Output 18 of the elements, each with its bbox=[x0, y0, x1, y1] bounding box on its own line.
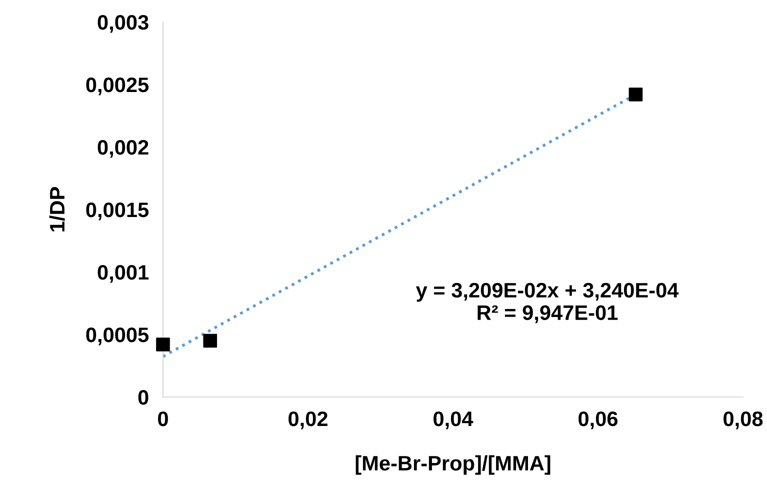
x-tick-label: 0,04 bbox=[434, 411, 474, 430]
y-tick-label: 0,0015 bbox=[86, 202, 149, 220]
y-tick-label: 0,001 bbox=[98, 265, 149, 283]
x-tick-label: 0,08 bbox=[724, 411, 763, 430]
point bbox=[156, 338, 170, 352]
point bbox=[628, 88, 643, 102]
y-tick-label: 0,003 bbox=[98, 15, 148, 33]
y-tick-label: 0,002 bbox=[98, 140, 148, 158]
annotation: y = 3,209E-02x + 3,240E-04 R² = 9,947E-01 bbox=[416, 282, 679, 324]
y-tick-label: 0,0005 bbox=[86, 328, 149, 346]
y-tick-label: 0,0025 bbox=[86, 78, 149, 96]
x-tick-label: 0 bbox=[158, 411, 168, 426]
point bbox=[203, 334, 218, 348]
y-tick-label: 0 bbox=[138, 390, 148, 405]
y-axis-title: 1/DP bbox=[49, 187, 65, 232]
x-axis-title: [Me-Br-Prop]/[MMA] bbox=[356, 455, 550, 475]
x-tick-label: 0,02 bbox=[288, 411, 328, 430]
x-tick-label: 0,06 bbox=[578, 411, 618, 430]
